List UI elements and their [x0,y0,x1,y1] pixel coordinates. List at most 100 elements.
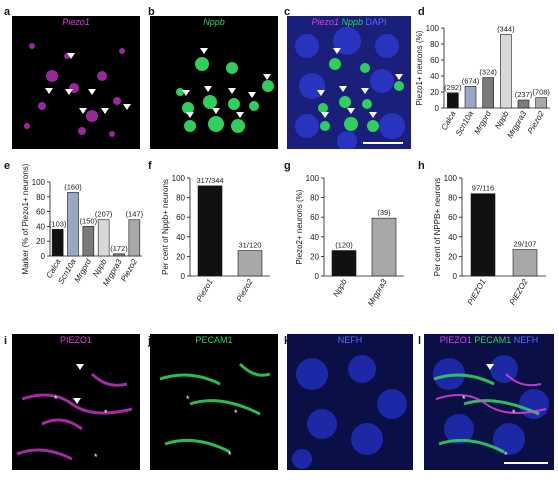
bar-mrgprd [82,226,95,257]
y-tick-label: 60 [430,56,439,65]
y-axis-label: Per cent of Nppb+ neurons [161,179,170,275]
svg-text:*: * [54,394,58,404]
category-label: Scn10a [454,109,476,137]
bar-data-label: (160) [64,182,82,191]
bar-data-label: (172) [110,244,128,253]
y-tick-label: 40 [36,222,45,231]
bar-calca [51,229,64,257]
panel-letter-c: c [284,6,291,18]
y-tick-label: 0 [41,252,46,261]
chart-f: 0 20 40 60 80 100 Per cent of Nppb+ neurons 317… [152,164,280,314]
bar-data-label: (103) [49,219,67,228]
bar-data-label: (39) [377,208,391,217]
category-label: Mrgprd [472,109,493,136]
bar-data-label: (147) [126,210,144,219]
y-tick-label: 20 [176,252,185,261]
y-tick-label: 0 [315,272,320,281]
y-tick-label: 80 [448,194,457,203]
y-tick-label: 80 [430,40,439,49]
y-tick-label: 0 [453,272,458,281]
micrograph-a-piezo1: Piezo1 [12,16,140,149]
panel-letter-a: a [4,6,11,18]
category-label: Piezo1 [195,278,215,304]
y-tick-label: 60 [448,213,457,222]
nppb-stain-image [176,48,274,133]
category-label: Piezo2 [526,109,546,135]
category-label: Piezo2 [119,257,139,283]
y-tick-label: 40 [448,233,457,242]
panel-c-caption-dapi: DAPI [365,17,387,27]
y-tick-label: 100 [444,174,458,183]
nefh-image [287,334,413,470]
panel-c-caption-piezo1: Piezo1 [311,17,339,27]
y-tick-label: 40 [430,72,439,81]
panel-l-caption-pecam1: PECAM1 [474,335,512,345]
panel-c-caption-nppb: Nppb [341,17,364,27]
panel-b-caption: Nppb [203,17,225,27]
bar-mrgpra3 [517,99,530,109]
scale-bar [504,462,548,464]
bar-data-label: (150) [80,216,98,225]
category-label: Mrgpra3 [366,277,389,308]
category-label: Nppb [331,277,349,299]
bar-data-label: (237) [515,90,533,99]
bar-data-label: (292) [444,83,462,92]
chart-g: 0 20 40 60 80 100 Piezo2+ neurons (%) (120) Nppb… [286,164,414,314]
panel-k-caption: NEFH [337,335,363,345]
y-tick-label: 80 [176,194,185,203]
y-tick-label: 80 [310,194,319,203]
piezo1-stain-image [24,43,131,137]
bar-data-label: (324) [479,68,497,77]
bar-calca [447,92,459,109]
y-tick-label: 20 [310,252,319,261]
y-tick-label: 0 [181,272,186,281]
category-label: Piezo2 [235,277,255,303]
bar-piezo2 [512,249,538,277]
bar-piezo2 [237,250,263,277]
category-label: PIEZO1 [466,278,488,307]
bar-piezo2 [128,219,141,257]
y-tick-label: 60 [176,213,185,222]
svg-text:*: * [186,394,190,404]
y-axis-label: Marker (% of Piezo1+ neurons) [21,163,30,274]
bar-mrgprd [482,77,494,109]
panel-letter-e: e [4,160,11,172]
y-tick-label: 100 [306,174,320,183]
bar-nppb [331,250,357,277]
panel-l-caption: PIEZO1 PECAM1 NEFH [424,335,554,345]
bar-data-label: (344) [497,24,515,33]
micrograph-j-pecam1: * * * PECAM1 [150,334,278,470]
merge-vessel-image: * * * [424,334,554,470]
bar-mrgpra3 [113,253,125,257]
scale-bar [363,142,403,144]
micrograph-b-nppb: Nppb [150,16,278,149]
micrograph-k-nefh: NEFH [287,334,413,470]
bar-scn10a [67,192,79,257]
panel-letter-f: f [148,160,152,172]
svg-text:*: * [462,394,466,404]
micrograph-c-merge: Piezo1 Nppb DAPI [287,16,411,149]
piezo1-vessel-image: * * * [16,364,133,462]
panel-letter-d: d [418,6,425,18]
category-label: Nppb [493,109,511,131]
panel-letter-h: h [418,160,425,172]
bar-data-label: (120) [335,241,353,250]
category-label: Calca [440,109,458,132]
panel-i-caption: PIEZO1 [59,335,92,345]
bar-data-label: (674) [462,76,480,85]
bar-piezo2 [535,97,547,109]
bar-mrgpra3 [371,217,397,277]
svg-text:*: * [104,408,108,418]
chart-d: 0 20 40 60 80 100 Piezo1+ neurons (%) (292) Calc… [414,16,556,150]
y-tick-label: 20 [448,252,457,261]
panel-l-caption-nefh: NEFH [513,335,539,345]
merge-stain-image [287,16,411,149]
micrograph-i-piezo1: * * * PIEZO1 [12,334,140,470]
svg-text:*: * [94,452,98,462]
bar-nppb [500,34,512,109]
y-tick-label: 100 [426,24,440,33]
